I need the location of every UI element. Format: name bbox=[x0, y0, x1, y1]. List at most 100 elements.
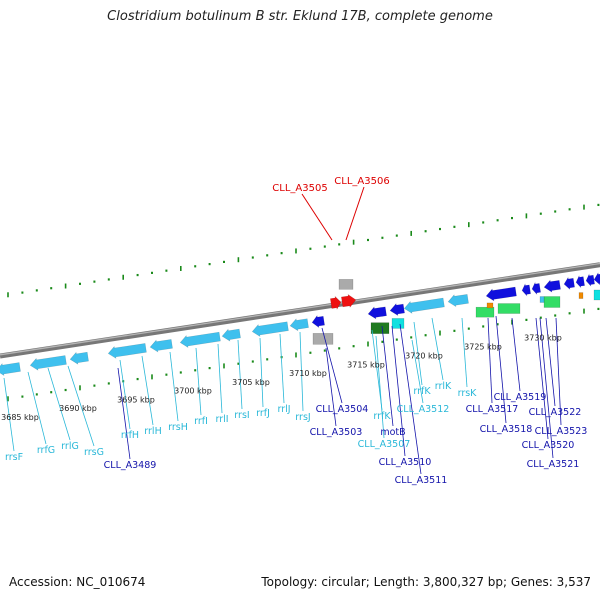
leader-line bbox=[487, 317, 493, 404]
orange-feature-block bbox=[578, 292, 584, 299]
cds-gene-arrow bbox=[575, 274, 585, 289]
leader-line bbox=[411, 339, 424, 404]
rrna-gene-arrow bbox=[29, 355, 67, 371]
pseudogene-block bbox=[312, 333, 334, 345]
leader-line bbox=[47, 367, 71, 441]
leader-line bbox=[399, 323, 422, 475]
gene-label[interactable]: rrfK bbox=[413, 386, 431, 397]
cds-gene-arrow bbox=[521, 283, 531, 297]
leader-line bbox=[555, 317, 562, 426]
small-rna-block bbox=[539, 296, 545, 303]
leader-line bbox=[495, 315, 507, 424]
gene-label[interactable]: rrfG bbox=[37, 445, 55, 456]
genome-backbone bbox=[0, 262, 600, 359]
leader-line bbox=[141, 355, 154, 426]
orange-feature-block bbox=[486, 302, 494, 309]
scale-label: 3710 kbp bbox=[289, 369, 327, 378]
page-title: Clostridium botulinum B str. Eklund 17B,… bbox=[107, 9, 493, 24]
genome-backbone-highlight bbox=[0, 262, 600, 356]
gene-label[interactable]: rrsG bbox=[84, 447, 104, 458]
cds-gene-arrow bbox=[311, 315, 325, 329]
gene-label[interactable]: CLL_A3503 bbox=[310, 427, 363, 438]
gene-label[interactable]: CLL_A3504 bbox=[316, 404, 369, 415]
gene-label[interactable]: rrlI bbox=[215, 414, 228, 425]
gene-label[interactable]: CLL_A3517 bbox=[466, 404, 519, 415]
leader-line bbox=[535, 317, 549, 440]
rrna-gene-arrow bbox=[149, 339, 173, 353]
gene-label[interactable]: CLL_A3518 bbox=[480, 424, 533, 435]
gene-label[interactable]: CLL_A3521 bbox=[527, 459, 580, 470]
scale-label: 3720 kbp bbox=[405, 351, 443, 360]
highlighted-gene-label[interactable]: CLL_A3506 bbox=[334, 176, 389, 187]
cds-gene-arrow bbox=[563, 276, 575, 290]
gene-label[interactable]: CLL_A3523 bbox=[535, 426, 588, 437]
leader-line bbox=[539, 317, 554, 459]
cds-gene-arrow bbox=[367, 306, 387, 320]
light-green-feature-block bbox=[497, 303, 521, 314]
gene-label[interactable]: CLL_A3522 bbox=[529, 407, 582, 418]
gene-label[interactable]: motB bbox=[380, 427, 405, 438]
green-feature-block bbox=[370, 322, 390, 334]
scale-label: 3700 kbp bbox=[174, 387, 212, 396]
leader-line bbox=[299, 331, 304, 412]
accession-label: Accession: NC_010674 bbox=[9, 575, 146, 589]
rrna-gene-arrow bbox=[0, 362, 21, 376]
scale-label: 3705 kbp bbox=[232, 378, 270, 387]
cds-gene-arrow bbox=[485, 286, 517, 302]
leader-line bbox=[371, 329, 383, 411]
gene-label[interactable]: rrsF bbox=[5, 452, 23, 463]
leader-line bbox=[119, 359, 131, 430]
light-green-feature-block bbox=[543, 296, 561, 308]
cyan-feature-block bbox=[391, 318, 405, 329]
highlighted-gene-arrow bbox=[330, 295, 342, 311]
leader-line bbox=[169, 351, 179, 422]
gene-label[interactable]: CLL_A3512 bbox=[397, 404, 450, 415]
leader-line bbox=[195, 347, 202, 416]
gene-label[interactable]: rrlH bbox=[144, 426, 161, 437]
gene-label[interactable]: rrsK bbox=[458, 388, 478, 399]
rrna-gene-arrow bbox=[69, 351, 89, 365]
gene-label[interactable]: CLL_A3520 bbox=[522, 440, 575, 451]
gene-label[interactable]: CLL_A3489 bbox=[104, 460, 157, 471]
gene-label[interactable]: rrlG bbox=[61, 441, 79, 452]
gene-label[interactable]: rrfH bbox=[121, 430, 139, 441]
scale-label: 3730 kbp bbox=[524, 333, 562, 342]
leader-line bbox=[545, 317, 556, 407]
leader-line bbox=[321, 327, 343, 404]
scale-label: 3725 kbp bbox=[464, 342, 502, 351]
leader-line bbox=[431, 317, 444, 381]
rrna-gene-arrow bbox=[221, 328, 241, 342]
highlighted-gene-label[interactable]: CLL_A3505 bbox=[272, 183, 327, 194]
gene-label[interactable]: CLL_A3511 bbox=[395, 475, 448, 486]
cds-gene-arrow bbox=[531, 281, 541, 296]
topology-length-genes-label: Topology: circular; Length: 3,800,327 bp… bbox=[261, 575, 591, 589]
leader-line bbox=[345, 186, 365, 241]
gene-label[interactable]: CLL_A3507 bbox=[358, 439, 411, 450]
light-green-feature-block bbox=[475, 306, 495, 318]
leader-line bbox=[325, 347, 337, 427]
rrna-gene-arrow bbox=[251, 321, 289, 337]
leader-line bbox=[381, 325, 394, 427]
leader-line bbox=[301, 193, 333, 241]
scale-label: 3685 kbp bbox=[1, 413, 39, 422]
scale-label: 3715 kbp bbox=[347, 360, 385, 369]
leader-line bbox=[511, 317, 521, 392]
gene-label[interactable]: CLL_A3519 bbox=[494, 392, 547, 403]
gene-label[interactable]: rrlJ bbox=[277, 404, 290, 415]
highlighted-gene-arrow bbox=[341, 293, 357, 308]
leader-line bbox=[259, 337, 264, 408]
gene-label[interactable]: rrsI bbox=[234, 410, 249, 421]
gene-label[interactable]: rrsJ bbox=[295, 412, 310, 423]
gene-label[interactable]: rrlK bbox=[435, 381, 452, 392]
gene-label[interactable]: rrfI bbox=[194, 416, 208, 427]
gene-label[interactable]: rrsH bbox=[168, 422, 188, 433]
leader-line bbox=[391, 325, 406, 457]
rrna-gene-arrow bbox=[289, 318, 309, 332]
leader-line bbox=[461, 317, 468, 388]
rrna-gene-arrow bbox=[403, 297, 445, 314]
gene-label[interactable]: rrfK bbox=[373, 411, 391, 422]
gene-label[interactable]: CLL_A3510 bbox=[379, 457, 432, 468]
leader-line bbox=[237, 339, 243, 410]
scale-label: 3690 kbp bbox=[59, 404, 97, 413]
gene-label[interactable]: rrfJ bbox=[256, 408, 270, 419]
